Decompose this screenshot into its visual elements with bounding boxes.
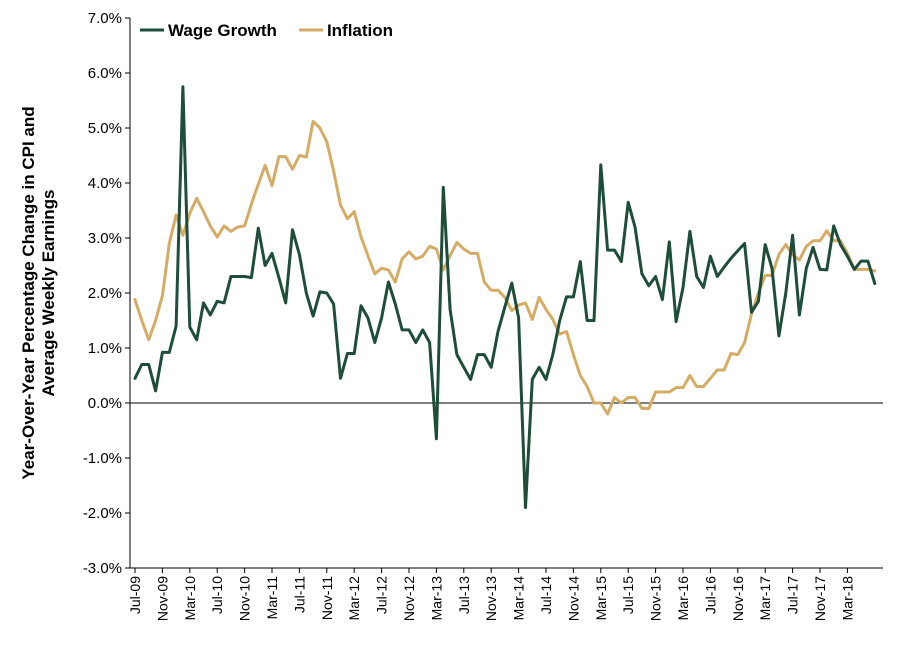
legend-label: Wage Growth	[168, 21, 277, 40]
y-tick-label: 0.0%	[88, 395, 122, 412]
x-tick-label: Jul-11	[291, 576, 307, 613]
x-tick-label: Jul-15	[620, 576, 636, 614]
x-tick-label: Mar-14	[511, 576, 527, 621]
series-line-wage-growth	[133, 85, 877, 509]
y-axis-ticks: -3.0% -2.0% -1.0% 0.0% 1.0% 2.0% 3.0% 4.0% 5.0% 6…	[83, 10, 130, 577]
y-tick-label: -2.0%	[83, 505, 122, 522]
x-tick-label: Jul-14	[538, 576, 554, 614]
y-axis-title-line: Average Weekly Earnings	[39, 190, 58, 397]
y-tick-label: 7.0%	[88, 10, 122, 27]
y-tick-label: 3.0%	[88, 230, 122, 247]
x-tick-label: Mar-16	[675, 576, 691, 621]
x-tick-label: Mar-11	[264, 576, 280, 620]
legend: Wage Growth Inflation	[140, 21, 393, 40]
x-tick-label: Mar-15	[593, 576, 609, 621]
x-axis-ticks: Jul-09 Nov-09 Mar-10 Jul-10 Nov-10 Mar-11 Jul-…	[127, 568, 855, 621]
legend-label: Inflation	[327, 21, 393, 40]
x-tick-label: Mar-12	[346, 576, 362, 621]
x-tick-label: Nov-16	[730, 576, 746, 621]
y-tick-label: 1.0%	[88, 340, 122, 357]
x-tick-label: Nov-17	[812, 576, 828, 621]
x-tick-label: Nov-12	[401, 576, 417, 621]
y-axis-title-line: Year-Over-Year Percentage Change in CPI …	[19, 106, 38, 479]
y-tick-label: -1.0%	[83, 450, 122, 467]
y-tick-label: 2.0%	[88, 285, 122, 302]
x-tick-label: Jul-09	[127, 576, 143, 614]
x-tick-label: Nov-13	[483, 576, 499, 621]
y-tick-label: 4.0%	[88, 175, 122, 192]
x-tick-label: Jul-13	[456, 576, 472, 614]
y-tick-label: 6.0%	[88, 65, 122, 82]
y-axis-label: Year-Over-Year Percentage Change in CPI …	[19, 106, 58, 479]
x-tick-label: Mar-18	[839, 576, 855, 621]
y-tick-label: 5.0%	[88, 120, 122, 137]
series-lines	[133, 85, 877, 509]
series-line-inflation	[133, 119, 877, 416]
x-tick-label: Jul-16	[702, 576, 718, 614]
x-tick-label: Nov-09	[154, 576, 170, 621]
x-tick-label: Jul-17	[785, 576, 801, 614]
x-tick-label: Nov-11	[319, 576, 335, 620]
x-tick-label: Nov-14	[565, 576, 581, 621]
axes	[129, 18, 883, 569]
x-tick-label: Mar-10	[182, 576, 198, 621]
y-tick-label: -3.0%	[83, 560, 122, 577]
x-tick-label: Jul-12	[374, 576, 390, 614]
x-tick-label: Nov-15	[648, 576, 664, 621]
x-tick-label: Jul-10	[209, 576, 225, 614]
x-tick-label: Nov-10	[237, 576, 253, 621]
x-tick-label: Mar-13	[428, 576, 444, 621]
x-tick-label: Mar-17	[757, 576, 773, 621]
